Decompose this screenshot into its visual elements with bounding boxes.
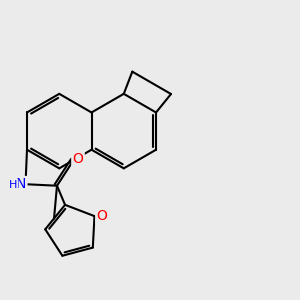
Text: O: O bbox=[73, 152, 83, 166]
Text: N: N bbox=[16, 177, 26, 191]
Text: H: H bbox=[9, 180, 17, 190]
Text: O: O bbox=[97, 209, 107, 223]
